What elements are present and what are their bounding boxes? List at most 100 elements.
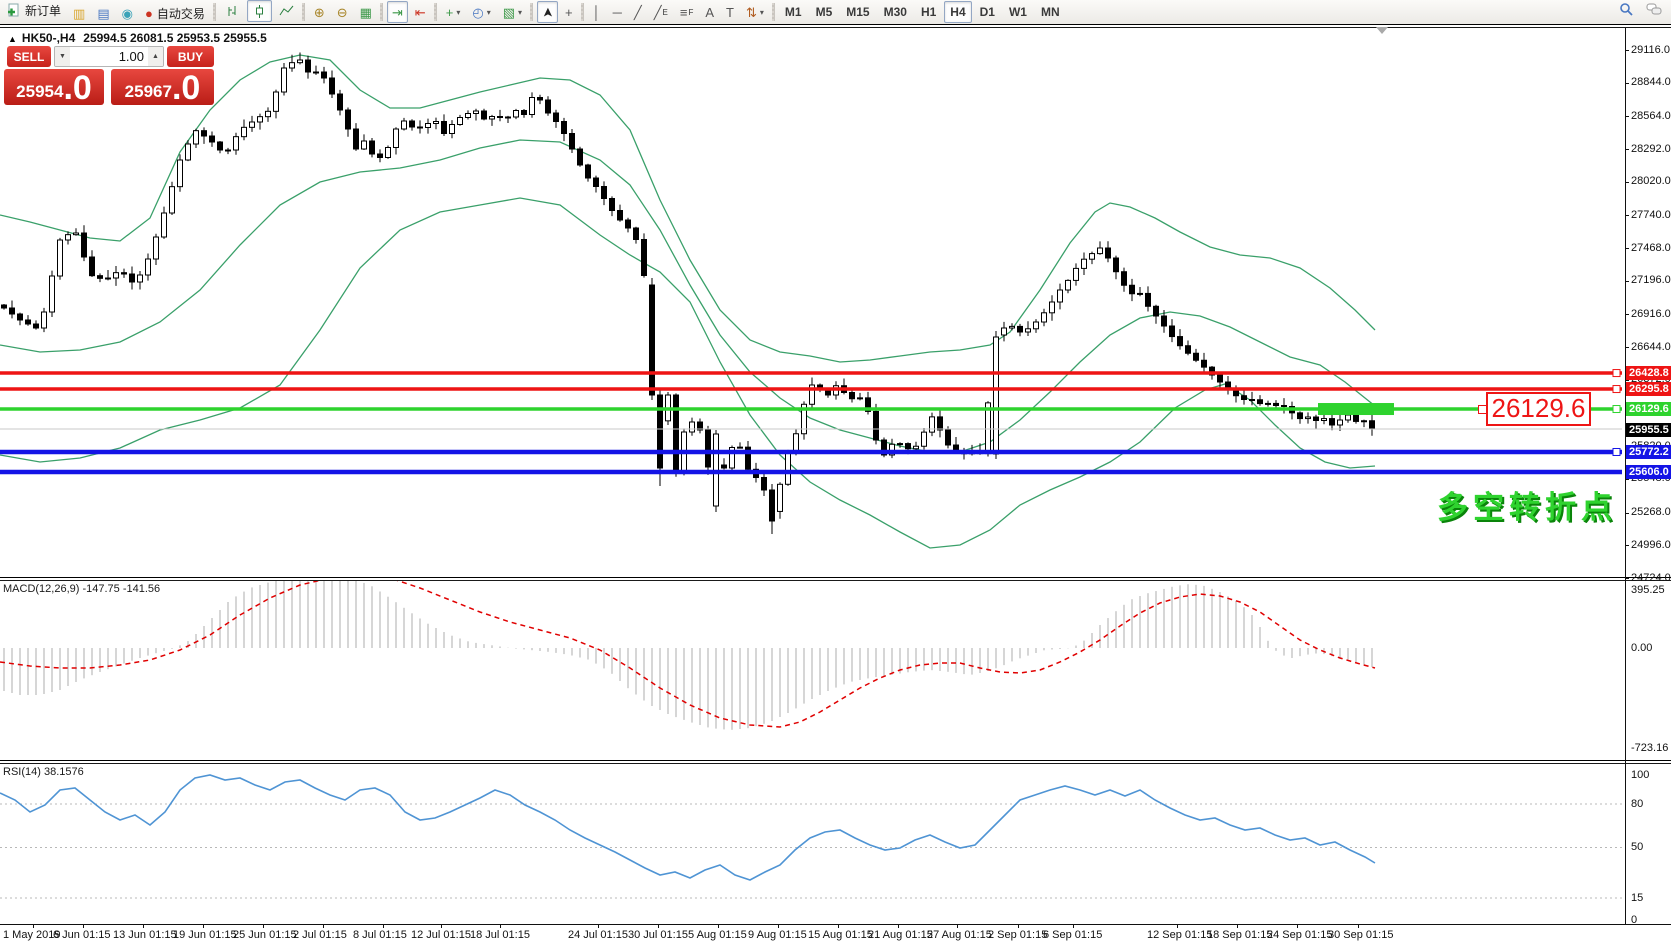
time-axis-label: 15 Aug 01:15 xyxy=(808,929,873,941)
time-axis-tick xyxy=(1237,924,1238,928)
toolbar-separator xyxy=(212,3,216,21)
time-axis-tick xyxy=(1297,924,1298,928)
volume-decrease-button[interactable]: ▼ xyxy=(55,47,70,66)
price-axis-tick xyxy=(1625,314,1629,316)
rsi-axis-label: 50 xyxy=(1631,840,1644,853)
tf-h1-button[interactable]: H1 xyxy=(920,5,937,19)
chart-shift-marker[interactable] xyxy=(1376,27,1388,34)
rsi-pane-separator[interactable] xyxy=(0,760,1671,764)
price-tag: 25606.0 xyxy=(1626,464,1671,479)
tf-m1-button[interactable]: M1 xyxy=(784,5,802,19)
trend-line-button[interactable]: ╱ xyxy=(629,1,647,23)
time-axis-label: 12 Sep 01:15 xyxy=(1147,929,1213,941)
price-axis-tick xyxy=(1625,149,1629,151)
collapse-panel-icon[interactable]: ▲ xyxy=(8,34,17,44)
crosshair-button[interactable]: + xyxy=(560,1,578,23)
bar-chart-button[interactable] xyxy=(220,0,245,22)
indicators-button[interactable]: + ▾ xyxy=(441,1,466,23)
bar-chart-icon xyxy=(225,4,240,19)
toolbar-separator xyxy=(301,3,305,21)
cursor-icon: ➤ xyxy=(539,6,555,18)
time-axis-label: 21 Aug 01:15 xyxy=(868,929,933,941)
time-axis-tick xyxy=(778,924,779,928)
chat-icon[interactable] xyxy=(1646,2,1663,22)
volume-increase-button[interactable]: ▲ xyxy=(148,47,163,66)
buy-button[interactable]: BUY xyxy=(167,46,214,67)
sell-button[interactable]: SELL xyxy=(7,46,51,67)
text-button[interactable]: A xyxy=(700,1,719,23)
indicators-dropdown-caret[interactable]: ▾ xyxy=(456,7,461,17)
fibonacci-icon: ≡ xyxy=(679,4,688,20)
chart-window-icon: ▥ xyxy=(73,6,86,21)
time-axis-label: 18 Sep 01:15 xyxy=(1207,929,1273,941)
volume-input[interactable] xyxy=(70,47,148,66)
tf-d1-button[interactable]: D1 xyxy=(979,5,995,19)
time-axis-tick xyxy=(323,924,324,928)
periods-dropdown-caret[interactable]: ▾ xyxy=(486,7,491,17)
macd-axis-label: -723.16 xyxy=(1631,741,1669,754)
macd-pane-separator[interactable] xyxy=(0,577,1671,581)
auto-scroll-button[interactable]: ⇥ xyxy=(386,1,408,23)
price-axis-label: 27196.0 xyxy=(1631,274,1671,287)
zoom-out-button[interactable]: ⊖ xyxy=(332,1,353,23)
chart-window-button[interactable]: ▥ xyxy=(68,3,90,25)
time-axis-label: 30 Jul 01:15 xyxy=(628,929,688,941)
time-axis-label: 8 Jul 01:15 xyxy=(353,929,407,941)
tile-windows-button[interactable]: ▦ xyxy=(355,1,377,23)
price-axis-label: 25268.0 xyxy=(1631,506,1671,519)
price-tag: 25772.2 xyxy=(1626,444,1671,459)
zoom-in-button[interactable]: ⊕ xyxy=(309,1,330,23)
fibonacci-button[interactable]: ≡ F xyxy=(679,4,694,20)
tf-m5-button[interactable]: M5 xyxy=(815,5,833,19)
equidistant-channel-button[interactable]: ╱ E xyxy=(653,4,668,20)
periods-icon: ◴ xyxy=(472,4,484,20)
candlestick-chart-button[interactable] xyxy=(246,0,272,23)
sell-price-display[interactable]: 25954.0 xyxy=(4,69,104,105)
tf-m30-button[interactable]: M30 xyxy=(883,5,907,19)
horizontal-line-button[interactable]: ─ xyxy=(608,1,627,23)
cursor-button[interactable]: ➤ xyxy=(537,1,558,23)
line-chart-button[interactable] xyxy=(274,0,299,22)
new-order-button[interactable]: 新订单 xyxy=(1,0,66,22)
templates-icon: ▧ xyxy=(502,4,516,20)
time-axis-label: 19 Jun 01:15 xyxy=(173,929,237,941)
metaeditor-button[interactable]: ▤ xyxy=(92,3,114,25)
vertical-line-icon: │ xyxy=(592,4,601,20)
price-callout[interactable]: 26129.6 xyxy=(1486,392,1591,426)
price-axis-tick xyxy=(1625,280,1629,282)
time-axis-label: 27 Aug 01:15 xyxy=(927,929,992,941)
periods-button[interactable]: ◴ ▾ xyxy=(467,1,495,23)
price-tag: 25955.5 xyxy=(1626,422,1671,437)
tile-windows-icon: ▦ xyxy=(359,4,372,20)
autotrading-label: 自动交易 xyxy=(156,7,205,21)
buy-price-display[interactable]: 25967.0 xyxy=(111,69,214,105)
window-top-border xyxy=(0,24,1671,28)
autotrading-button[interactable]: ● 自动交易 xyxy=(140,3,210,25)
sell-price-decimal: .0 xyxy=(63,69,92,107)
signals-icon: ◉ xyxy=(121,6,133,21)
signals-button[interactable]: ◉ xyxy=(117,3,138,25)
arrows-dropdown-caret[interactable]: ▾ xyxy=(759,7,764,17)
chart-title-symbol: HK50-,H4 xyxy=(21,31,76,45)
time-axis-tick xyxy=(1018,924,1019,928)
tf-w1-button[interactable]: W1 xyxy=(1008,5,1027,19)
templates-button[interactable]: ▧ ▾ xyxy=(498,1,527,23)
line-chart-icon xyxy=(279,4,294,19)
time-axis-tick xyxy=(898,924,899,928)
search-icon[interactable] xyxy=(1619,2,1634,22)
toolbar-separator xyxy=(433,3,437,21)
price-axis-tick xyxy=(1625,181,1629,183)
tf-h4-button[interactable]: H4 xyxy=(944,1,972,23)
vertical-line-button[interactable]: │ xyxy=(588,1,606,23)
tf-m15-button[interactable]: M15 xyxy=(846,5,870,19)
templates-dropdown-caret[interactable]: ▾ xyxy=(518,7,523,17)
text-label-button[interactable]: T xyxy=(721,1,739,23)
chart-shift-button[interactable]: ⇤ xyxy=(410,1,431,23)
time-axis-tick xyxy=(1073,924,1074,928)
annotation-text[interactable]: 多空转折点 xyxy=(1437,490,1617,525)
rsi-axis-label: 80 xyxy=(1631,797,1644,810)
time-axis-label: 9 Aug 01:15 xyxy=(748,929,807,941)
arrows-button[interactable]: ⇅ ▾ xyxy=(741,1,769,23)
tf-mn-button[interactable]: MN xyxy=(1040,5,1060,19)
